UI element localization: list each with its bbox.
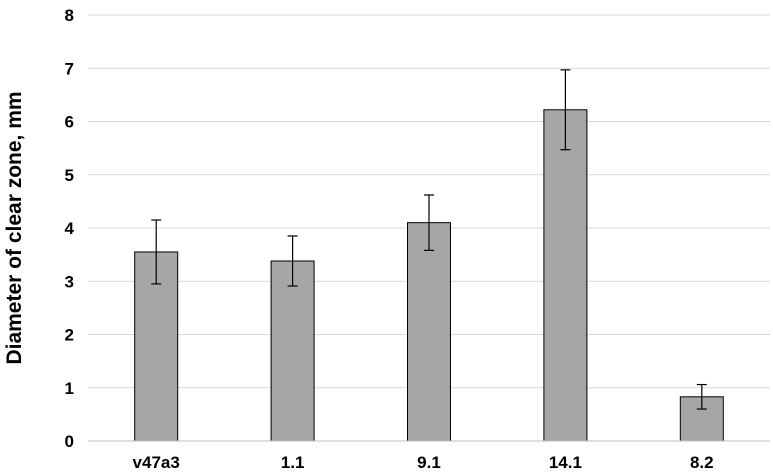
- y-tick-label: 8: [65, 6, 74, 25]
- bars: [134, 109, 724, 442]
- x-tick-label: 8.2: [690, 453, 714, 472]
- y-tick-label: 6: [65, 113, 74, 132]
- bar: [407, 222, 451, 442]
- error-bars: [151, 69, 707, 410]
- x-tick-label: 1.1: [281, 453, 305, 472]
- y-axis-ticks: 0 1 2 3 4 5 6 7 8: [65, 6, 75, 451]
- error-bar: [287, 235, 298, 287]
- x-tick-label: 9.1: [417, 453, 441, 472]
- bar: [543, 109, 588, 442]
- error-bar: [151, 219, 162, 285]
- x-tick-label: 14.1: [549, 453, 582, 472]
- y-tick-label: 4: [65, 219, 75, 238]
- error-bar: [560, 69, 571, 151]
- error-bar: [696, 383, 707, 410]
- error-bar: [424, 194, 434, 251]
- y-tick-label: 1: [65, 379, 74, 398]
- x-tick-label: v47a3: [133, 453, 180, 472]
- x-axis-ticks: v47a3 1.1 9.1 14.1 8.2: [133, 453, 714, 472]
- y-axis-label: Diameter of clear zone, mm: [3, 91, 26, 364]
- y-tick-label: 3: [65, 272, 74, 291]
- y-tick-label: 2: [65, 326, 74, 345]
- bar: [270, 260, 315, 442]
- y-tick-label: 7: [65, 59, 74, 78]
- y-tick-label: 0: [65, 432, 74, 451]
- y-tick-label: 5: [65, 166, 74, 185]
